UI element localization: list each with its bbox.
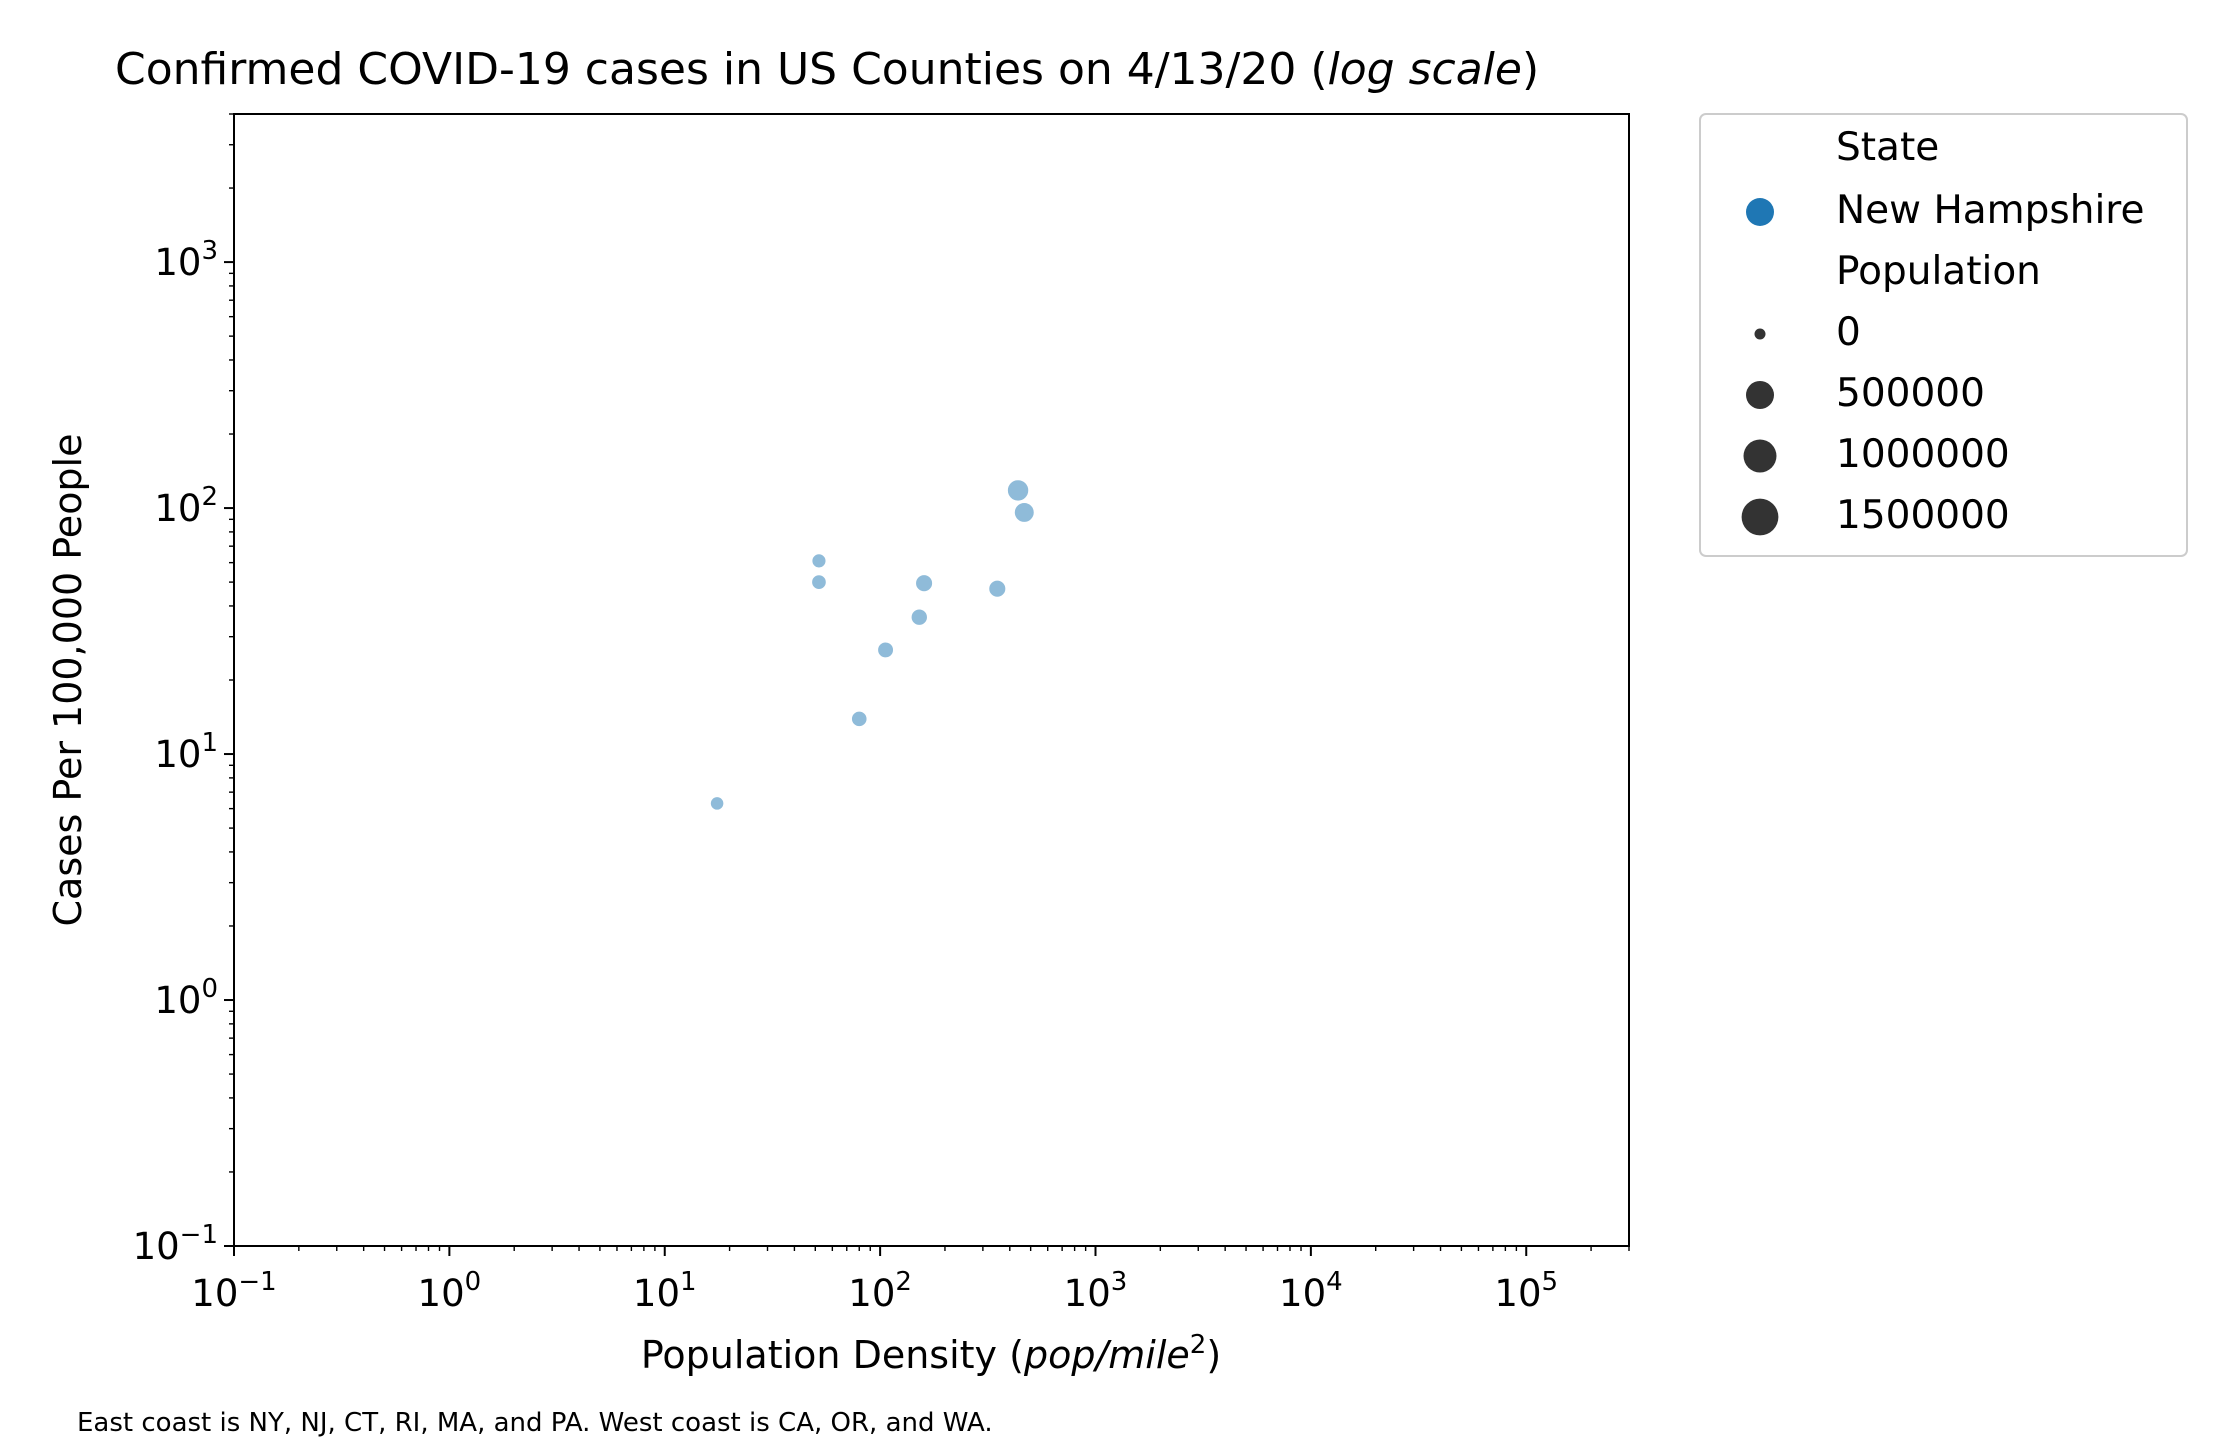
legend-size-label-0: 0 <box>1836 310 1861 355</box>
legend-size-marker <box>1745 380 1775 410</box>
y-tick-label: 103 <box>154 236 218 284</box>
y-tick-label: 101 <box>154 728 218 776</box>
y-axis-label: Cases Per 100,000 People <box>46 434 90 927</box>
scatter-point <box>914 573 934 593</box>
scatter-point <box>810 573 828 591</box>
x-tick-label: 10−1 <box>191 1267 276 1315</box>
scatter-point <box>810 552 828 569</box>
y-tick-label: 102 <box>154 482 218 530</box>
x-axis-label: Population Density (pop/mile2) <box>641 1330 1221 1377</box>
legend-population-title: Population <box>1836 249 2041 294</box>
x-tick-label: 104 <box>1279 1267 1343 1315</box>
legend-state-title: State <box>1836 125 1939 170</box>
chart-title: Confirmed COVID-19 cases in US Counties … <box>115 44 1539 95</box>
scatter-point <box>987 579 1007 599</box>
y-tick-label: 100 <box>154 974 218 1022</box>
x-tick-label: 102 <box>848 1267 912 1315</box>
legend-size-label-2: 1000000 <box>1836 432 2010 477</box>
legend-size-marker <box>1741 498 1779 536</box>
x-tick-label: 101 <box>633 1267 697 1315</box>
legend-size-label-1: 500000 <box>1836 371 1985 416</box>
scatter-point <box>709 795 725 812</box>
footnote: East coast is NY, NJ, CT, RI, MA, and PA… <box>77 1408 993 1438</box>
scatter-point <box>876 640 895 659</box>
scatter-point <box>1006 478 1030 503</box>
plot-frame <box>233 113 1630 1247</box>
legend-size-markers <box>1741 328 1779 536</box>
scatter-points <box>709 478 1036 812</box>
y-axis-ticks: 10−1 100 101 102 103 <box>133 113 234 1268</box>
legend: State New Hampshire Population 0 500000 … <box>1699 113 2188 557</box>
legend-size-marker <box>1743 439 1777 473</box>
x-tick-label: 103 <box>1064 1267 1128 1315</box>
legend-state-marker <box>1746 198 1774 226</box>
legend-box <box>1699 113 2188 557</box>
scatter-point <box>850 710 869 728</box>
legend-state-label: New Hampshire <box>1836 188 2144 233</box>
legend-size-label-3: 1500000 <box>1836 493 2010 538</box>
x-tick-label: 105 <box>1494 1267 1558 1315</box>
x-axis-ticks: 10−1 100 101 102 103 104 105 <box>191 1246 1630 1315</box>
x-tick-label: 100 <box>418 1267 482 1315</box>
y-tick-label: 10−1 <box>133 1220 218 1268</box>
scatter-point <box>910 608 929 627</box>
scatter-point <box>1013 501 1036 524</box>
legend-size-marker <box>1754 328 1766 340</box>
